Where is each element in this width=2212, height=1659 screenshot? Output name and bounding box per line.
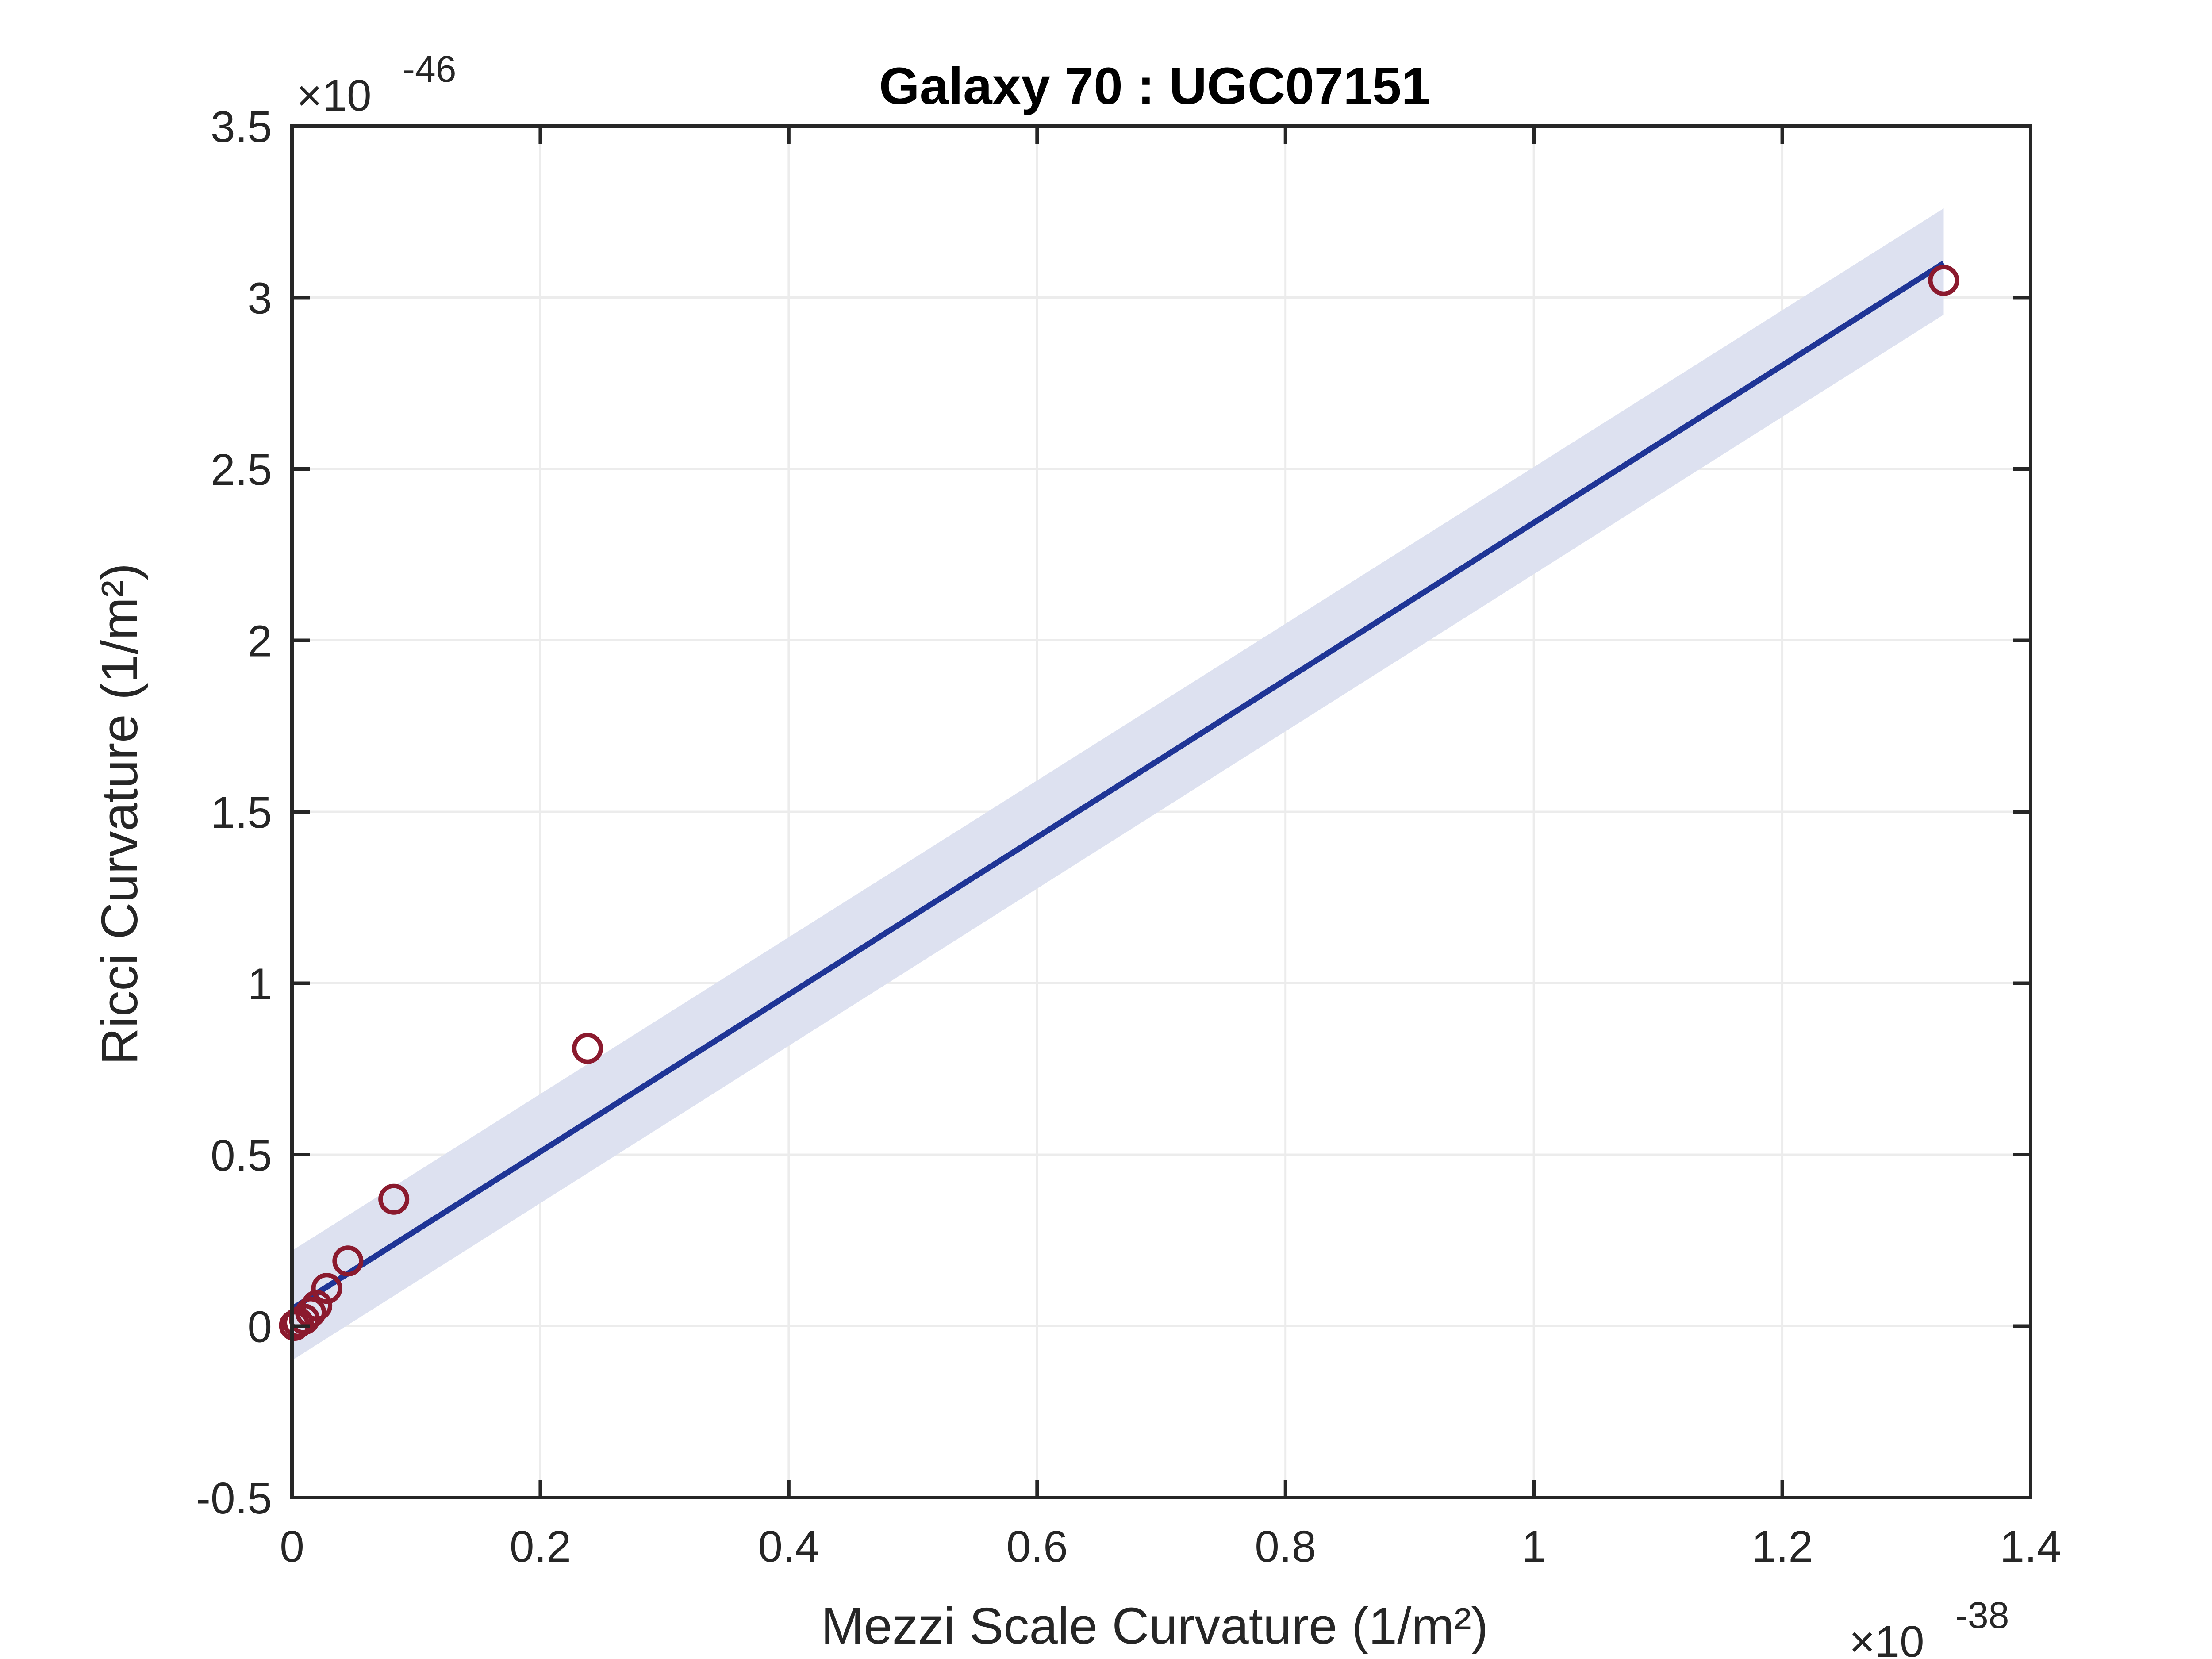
data-point	[332, 1245, 364, 1277]
y-tick-label: 3	[247, 274, 272, 323]
x-tick-label: 0.4	[758, 1522, 819, 1571]
y-tick-label: 1	[247, 960, 272, 1009]
y-tick-label: 1.5	[211, 788, 272, 837]
fit-line	[290, 261, 1945, 1312]
y-tick-label: 3.5	[211, 102, 272, 152]
y-multiplier-base: ×10	[296, 71, 372, 120]
y-tick-label: 0	[247, 1302, 272, 1352]
x-multiplier-exponent: -38	[1955, 1594, 2009, 1636]
x-tick-label: 1	[1521, 1522, 1546, 1571]
data-points-layer	[279, 265, 1959, 1341]
x-axis-label: Mezzi Scale Curvature (1/m²)	[821, 1597, 1488, 1655]
data-point	[295, 1297, 326, 1328]
y-tick-label: -0.5	[196, 1474, 272, 1523]
data-point	[301, 1290, 333, 1321]
y-tick-label: 2.5	[211, 445, 272, 495]
x-tick-label: 0.2	[510, 1522, 571, 1571]
data-point	[572, 1033, 603, 1064]
x-multiplier-base: ×10	[1849, 1617, 1924, 1659]
tick-labels-layer: 0 0.2 0.4 0.6 0.8 1 1.2 1.4-0.500.511.522.533.5	[196, 102, 2062, 1571]
x-tick-label: 0.6	[1006, 1522, 1068, 1571]
x-tick-label: 0	[280, 1522, 304, 1571]
data-point	[1928, 265, 1959, 296]
tick-marks-layer	[290, 124, 2032, 1499]
y-axis-label: Ricci Curvature (1/m²)	[91, 563, 148, 1065]
x-tick-label: 1.2	[1751, 1522, 1813, 1571]
x-tick-label: 0.8	[1255, 1522, 1316, 1571]
fit-line-layer	[290, 261, 1945, 1312]
y-multiplier-exponent: -46	[403, 48, 456, 90]
data-point	[378, 1183, 410, 1215]
data-point	[311, 1273, 342, 1304]
chart-title: Galaxy 70 : UGC07151	[879, 57, 1430, 115]
y-tick-label: 2	[247, 617, 272, 666]
y-tick-label: 0.5	[211, 1131, 272, 1180]
x-tick-label: 1.4	[2000, 1522, 2061, 1571]
